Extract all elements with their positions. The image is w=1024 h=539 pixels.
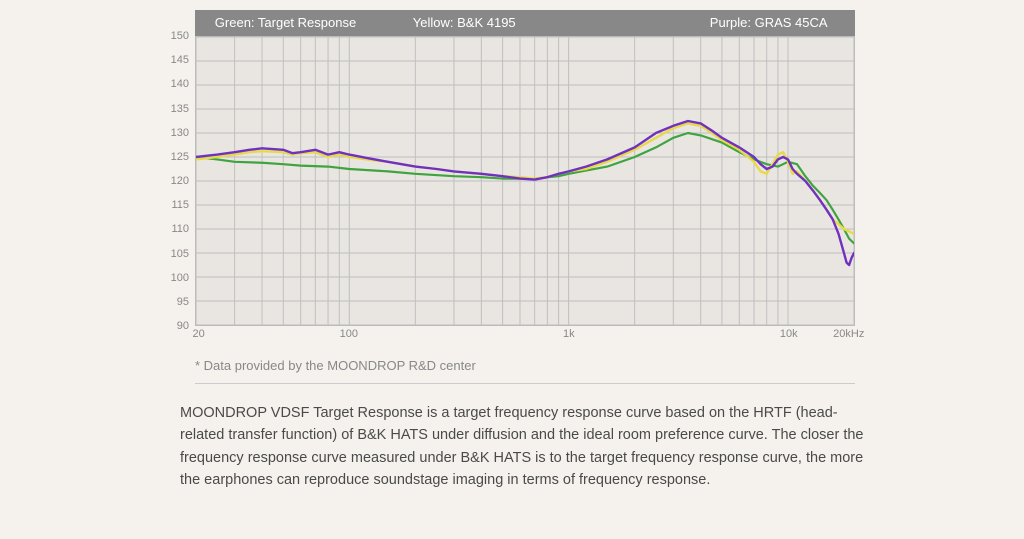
y-tick-label: 90 [177, 320, 189, 332]
y-tick-label: 145 [171, 54, 189, 66]
y-tick-label: 135 [171, 103, 189, 115]
chart-footnote: * Data provided by the MOONDROP R&D cent… [195, 358, 855, 373]
separator-line [195, 383, 855, 384]
x-tick-label: 10k [780, 328, 798, 340]
legend-item: Yellow: B&K 4195 [413, 14, 516, 32]
x-tick-label: 1k [563, 328, 575, 340]
y-tick-label: 140 [171, 78, 189, 90]
y-tick-label: 105 [171, 248, 189, 260]
frequency-response-chart: Green: Target Response Yellow: B&K 4195 Pu… [195, 10, 855, 384]
chart-plot-area [195, 36, 855, 326]
y-tick-label: 120 [171, 175, 189, 187]
x-tick-label: 20kHz [833, 328, 864, 340]
y-tick-label: 150 [171, 30, 189, 42]
y-tick-label: 95 [177, 296, 189, 308]
x-tick-label: 20 [193, 328, 205, 340]
page-container: Green: Target Response Yellow: B&K 4195 Pu… [0, 0, 1024, 539]
x-axis: 201001k10k20kHz [195, 326, 855, 344]
y-tick-label: 130 [171, 127, 189, 139]
chart-legend-bar: Green: Target Response Yellow: B&K 4195 Pu… [195, 10, 855, 36]
legend-item: Purple: GRAS 45CA [710, 14, 828, 32]
y-tick-label: 110 [171, 223, 189, 235]
legend-item: Green: Target Response [215, 14, 356, 32]
y-tick-label: 115 [171, 199, 189, 211]
y-axis: 9095100105110115120125130135140145150 [157, 36, 193, 326]
series-gras-45ca [196, 121, 854, 265]
description-paragraph: MOONDROP VDSF Target Response is a targe… [180, 402, 870, 492]
series-target-response [196, 133, 854, 243]
y-tick-label: 100 [171, 272, 189, 284]
x-tick-label: 100 [340, 328, 358, 340]
y-tick-label: 125 [171, 151, 189, 163]
